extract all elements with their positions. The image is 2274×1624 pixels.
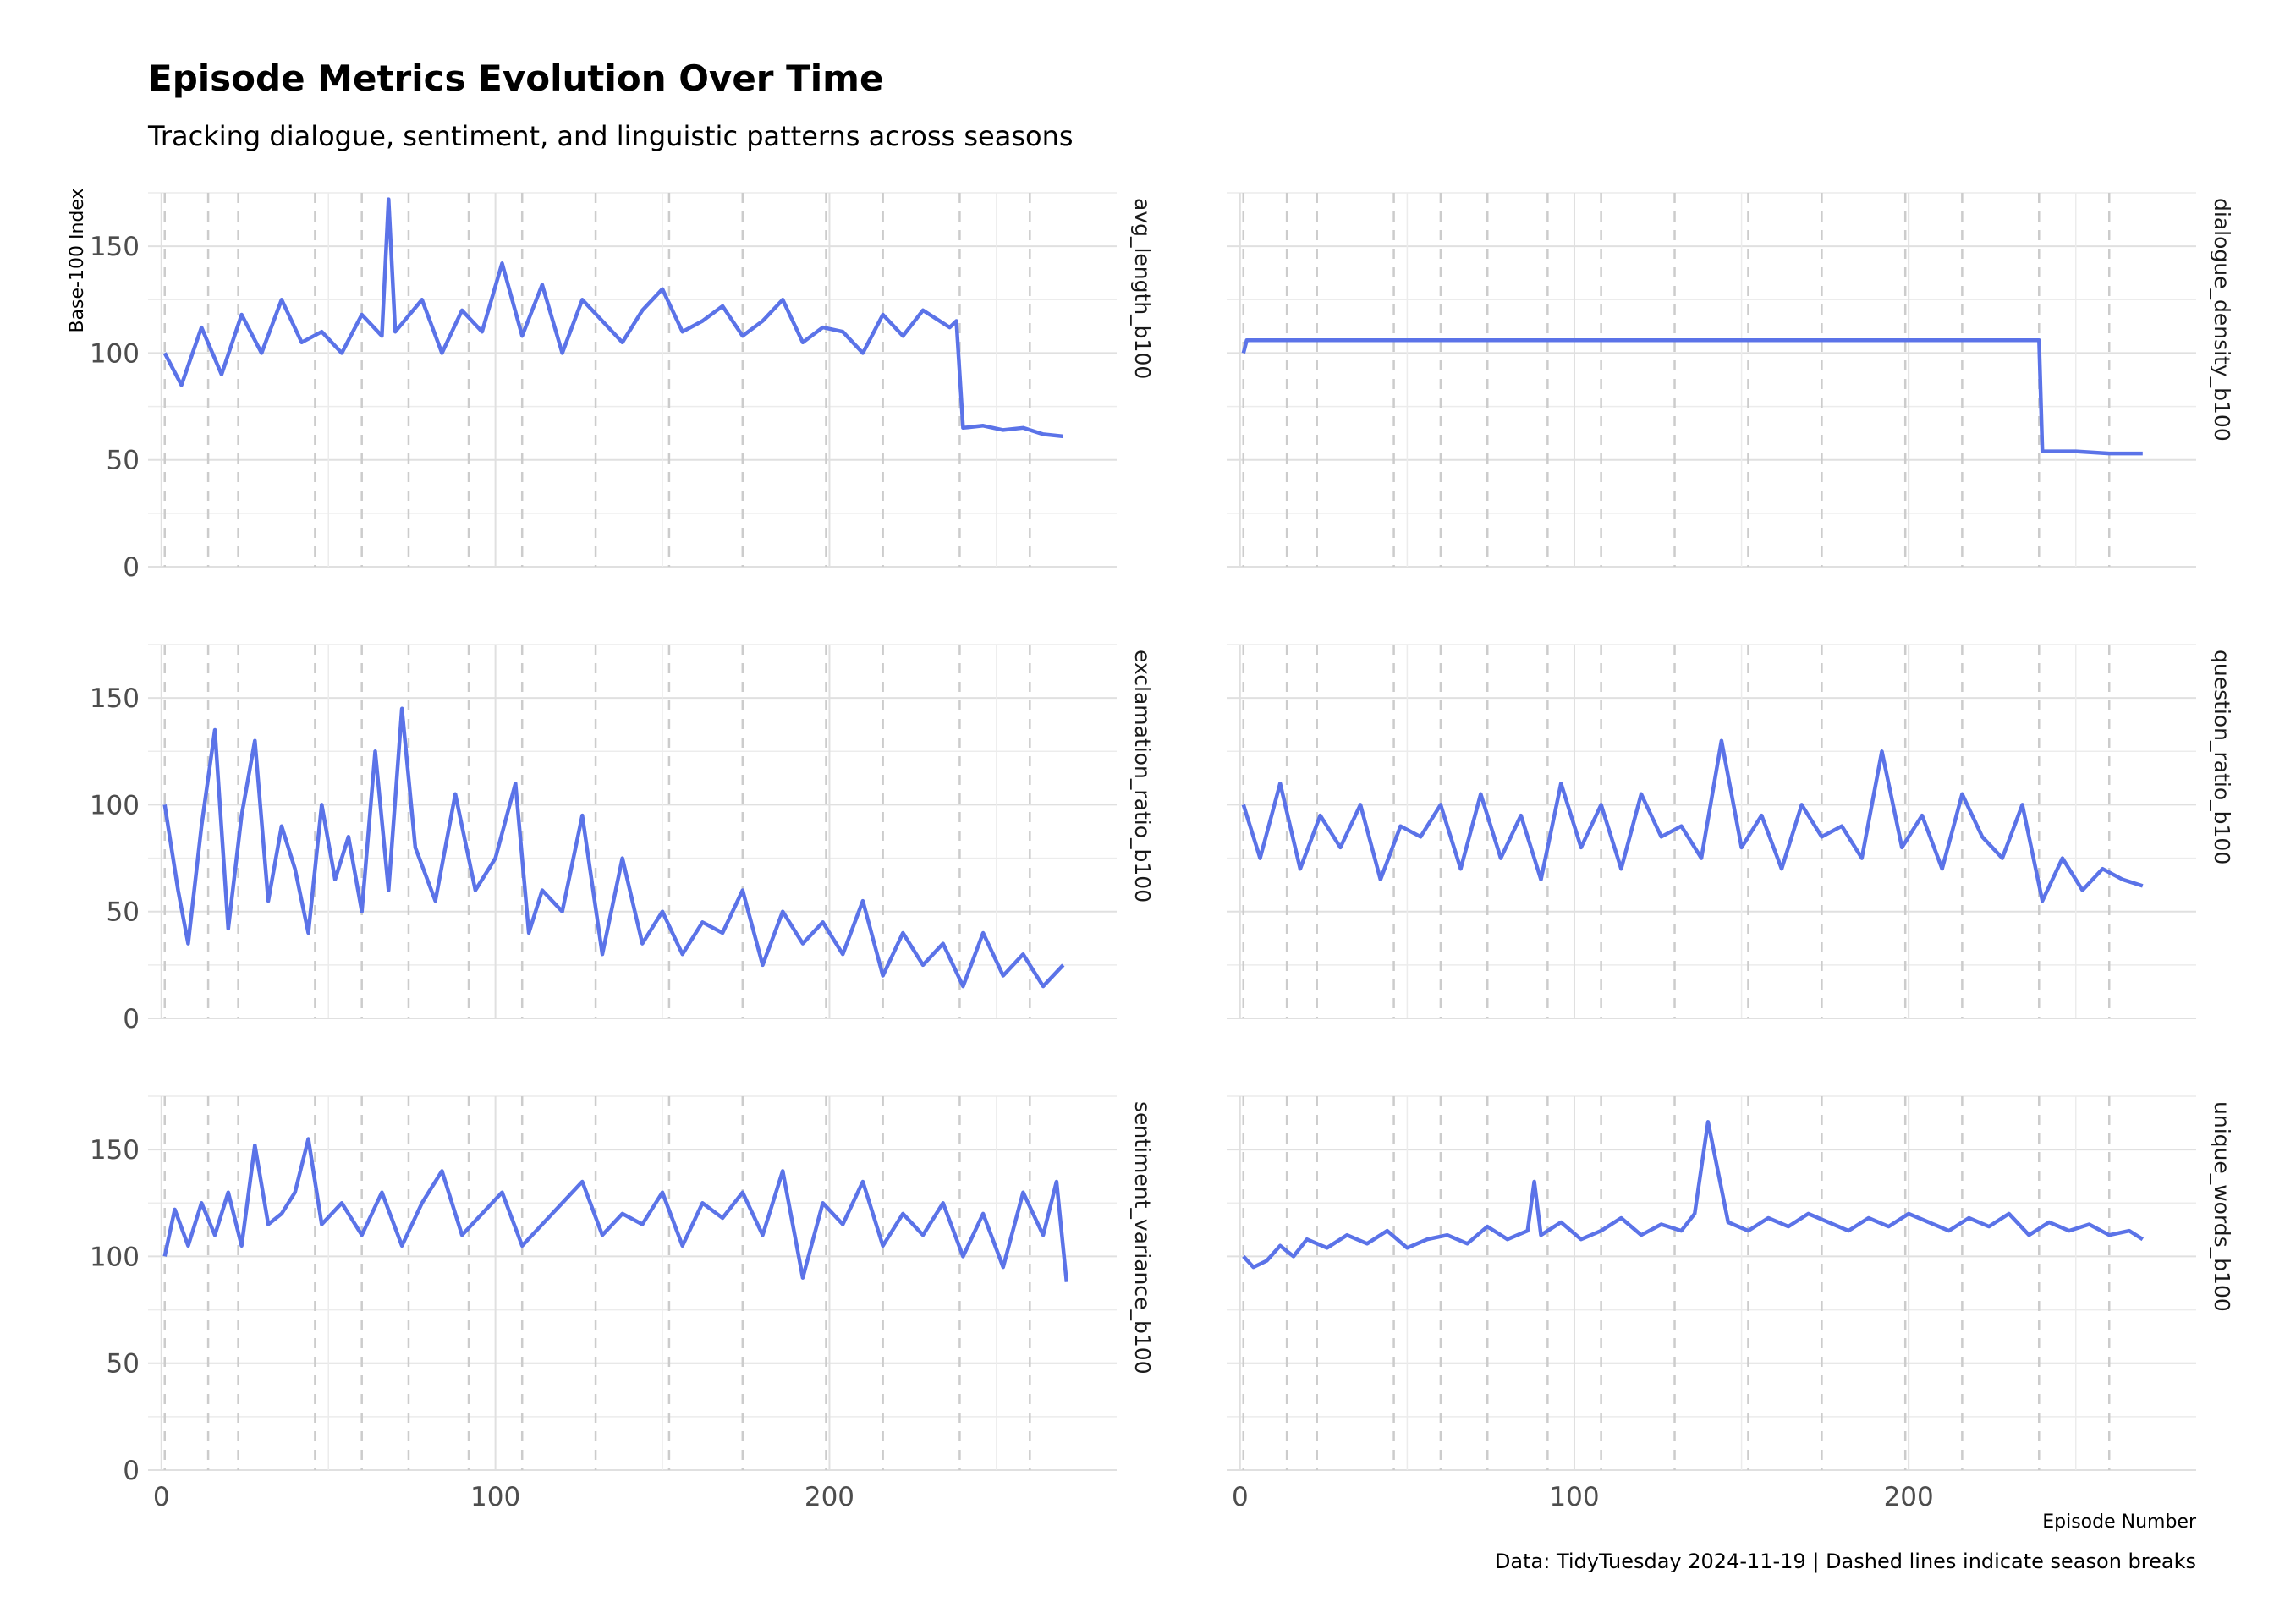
y-tick-label: 150: [90, 1135, 140, 1166]
y-tick-label: 100: [90, 1242, 140, 1272]
facet-strip-label: question_ratio_b100: [2210, 650, 2234, 864]
series-line-avg_length_b100: [162, 197, 1064, 439]
facet-strip-label: avg_length_b100: [1130, 198, 1155, 379]
facet-strip-label: sentiment_variance_b100: [1130, 1101, 1155, 1374]
facet-strip-label: exclamation_ratio_b100: [1130, 650, 1155, 903]
y-tick-label: 50: [107, 446, 140, 476]
series-line-unique_words_b100: [1242, 1120, 2145, 1270]
facet-panels: avg_length_b100 0 50 100 150 dialogue_density…: [90, 192, 2234, 1512]
facet-strip-label: unique_words_b100: [2210, 1101, 2234, 1312]
panel-dialogue_density_b100: dialogue_density_b100: [1227, 192, 2234, 568]
y-tick-label: 50: [107, 1349, 140, 1380]
panel-question_ratio_b100: question_ratio_b100: [1227, 644, 2234, 1019]
x-tick-label: 0: [1232, 1482, 1249, 1512]
y-tick-label: 0: [123, 1456, 140, 1486]
y-tick-label: 0: [123, 552, 140, 583]
y-tick-label: 150: [90, 232, 140, 262]
x-tick-label: 100: [1549, 1482, 1599, 1512]
series-line-sentiment_variance_b100: [162, 1137, 1069, 1282]
x-axis-label: Episode Number: [2042, 1512, 2197, 1533]
series-line-exclamation_ratio_b100: [162, 706, 1065, 989]
x-tick-label: 0: [153, 1482, 170, 1512]
y-tick-label: 100: [90, 338, 140, 369]
y-tick-label: 100: [90, 790, 140, 820]
y-axis-label: Base-100 Index: [67, 188, 88, 332]
panel-unique_words_b100: unique_words_b100 0 100 200: [1227, 1095, 2234, 1512]
facet-strip-label: dialogue_density_b100: [2210, 198, 2234, 442]
y-tick-label: 150: [90, 683, 140, 714]
x-tick-label: 200: [805, 1482, 854, 1512]
chart-caption: Data: TidyTuesday 2024-11-19 | Dashed li…: [1494, 1550, 2196, 1573]
panel-exclamation_ratio_b100: exclamation_ratio_b100 0 50 100 150: [90, 644, 1155, 1034]
panel-avg_length_b100: avg_length_b100 0 50 100 150: [90, 192, 1155, 583]
series-line-dialogue_density_b100: [1241, 338, 2143, 456]
y-tick-label: 50: [107, 897, 140, 928]
chart-title: Episode Metrics Evolution Over Time: [148, 58, 884, 99]
chart-subtitle: Tracking dialogue, sentiment, and lingui…: [148, 120, 1074, 152]
x-tick-label: 200: [1884, 1482, 1934, 1512]
y-tick-label: 0: [123, 1004, 140, 1034]
x-tick-label: 100: [470, 1482, 520, 1512]
panel-sentiment_variance_b100: sentiment_variance_b100 0 50 100 150 0 100 200: [90, 1095, 1155, 1512]
series-line-question_ratio_b100: [1241, 738, 2144, 903]
